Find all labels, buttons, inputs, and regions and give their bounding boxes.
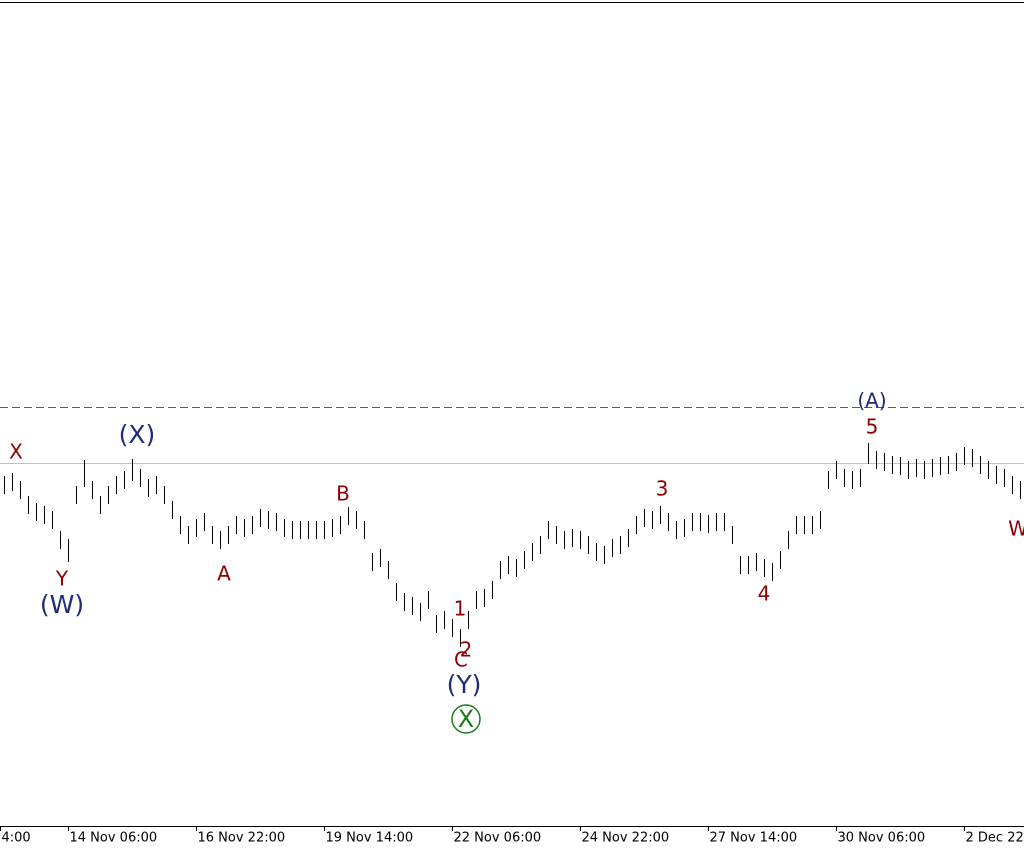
wave-label: 5	[866, 415, 879, 439]
x-tick-label: 19 Nov 14:00	[326, 831, 414, 846]
wave-label: 4	[758, 582, 771, 606]
plot: 4:00 14 Nov 06:00 16 Nov 22:00 19 Nov 14:00…	[0, 407, 1024, 846]
wave-label: (W)	[40, 590, 84, 619]
wave-label: 3	[656, 477, 669, 501]
wave-label: 1	[454, 597, 467, 621]
x-tick-label: 22 Nov 06:00	[454, 831, 542, 846]
wave-label: (X)	[119, 420, 156, 449]
wave-label: A	[217, 562, 231, 586]
x-tick-label: 24 Nov 22:00	[582, 831, 670, 846]
wave-label: C	[454, 648, 468, 672]
x-tick-label: 16 Nov 22:00	[198, 831, 286, 846]
circle-mark	[451, 704, 481, 734]
x-tick-label: 27 Nov 14:00	[710, 831, 798, 846]
wave-label: B	[336, 482, 350, 506]
annotations: X (X) Y (W) A B 1 2 C (Y) X 3 4 5 (A) W	[9, 389, 1024, 734]
x-tick-label: 2 Dec 22:	[966, 831, 1024, 846]
x-tick-label: 14 Nov 06:00	[70, 831, 158, 846]
x-tick-label: 4:00	[2, 831, 31, 846]
wave-label: Y	[55, 567, 69, 591]
wave-label: X	[458, 705, 474, 733]
wave-label: X	[9, 440, 23, 464]
wave-label: W	[1008, 517, 1024, 541]
wave-label: (A)	[857, 389, 886, 413]
wave-label: (Y)	[447, 670, 482, 699]
x-tick-label: 30 Nov 06:00	[838, 831, 926, 846]
wave-label: 2	[460, 638, 473, 662]
